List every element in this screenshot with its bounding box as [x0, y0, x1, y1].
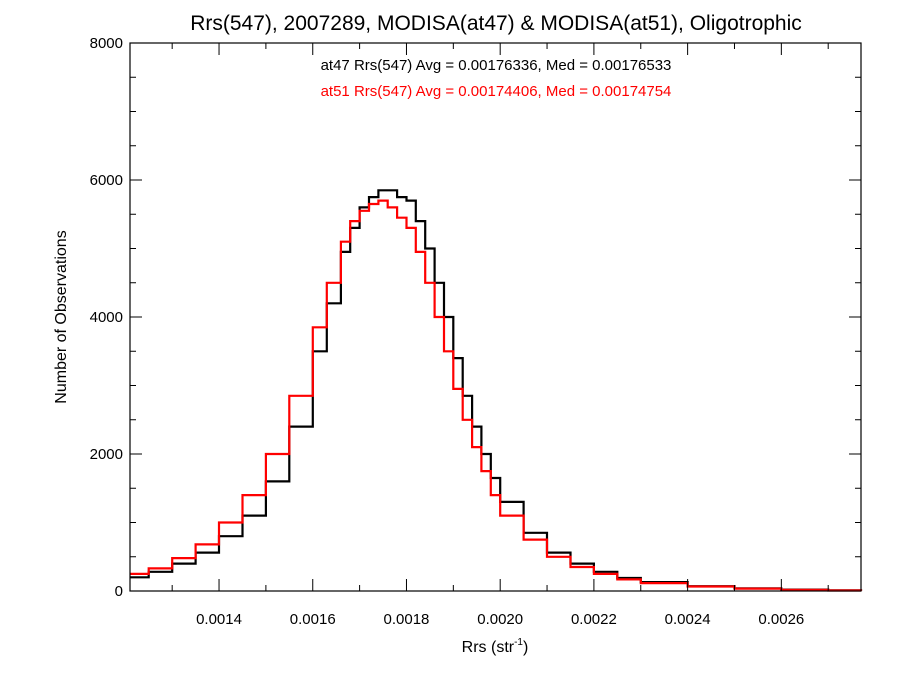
x-axis-label: Rrs (str-1): [462, 637, 529, 656]
ticks-layer: 0.0014 0.0016 0.0018 0.0020 0.0022 0.0024 0.00…: [90, 35, 861, 628]
y-tick-label: 4000: [90, 309, 123, 326]
x-tick-label: 0.0020: [477, 611, 523, 628]
annotation-at47-stats: at47 Rrs(547) Avg = 0.00176336, Med = 0.…: [321, 57, 672, 74]
y-axis-label: Number of Observations: [53, 230, 70, 403]
chart-title: Rrs(547), 2007289, MODISA(at47) & MODISA…: [190, 12, 802, 35]
x-tick-label: 0.0014: [196, 611, 242, 628]
y-tick-label: 0: [115, 583, 123, 600]
x-tick-label: 0.0024: [665, 611, 711, 628]
plot-frame: [129, 42, 862, 592]
x-tick-label: 0.0026: [758, 611, 804, 628]
x-tick-label: 0.0018: [384, 611, 430, 628]
series-line-1: [130, 199, 863, 592]
y-tick-label: 8000: [90, 35, 123, 52]
x-tick-label: 0.0022: [571, 611, 617, 628]
series-line-0: [130, 189, 863, 592]
y-tick-label: 6000: [90, 172, 123, 189]
x-axis-label-close: ): [523, 639, 528, 656]
x-tick-label: 0.0016: [290, 611, 336, 628]
x-axis-label-main: Rrs (str: [462, 639, 515, 656]
x-axis-label-superscript: -1: [514, 637, 523, 648]
series-layer: [130, 189, 863, 592]
y-tick-label: 2000: [90, 446, 123, 463]
annotation-at51-stats: at51 Rrs(547) Avg = 0.00174406, Med = 0.…: [321, 83, 672, 100]
